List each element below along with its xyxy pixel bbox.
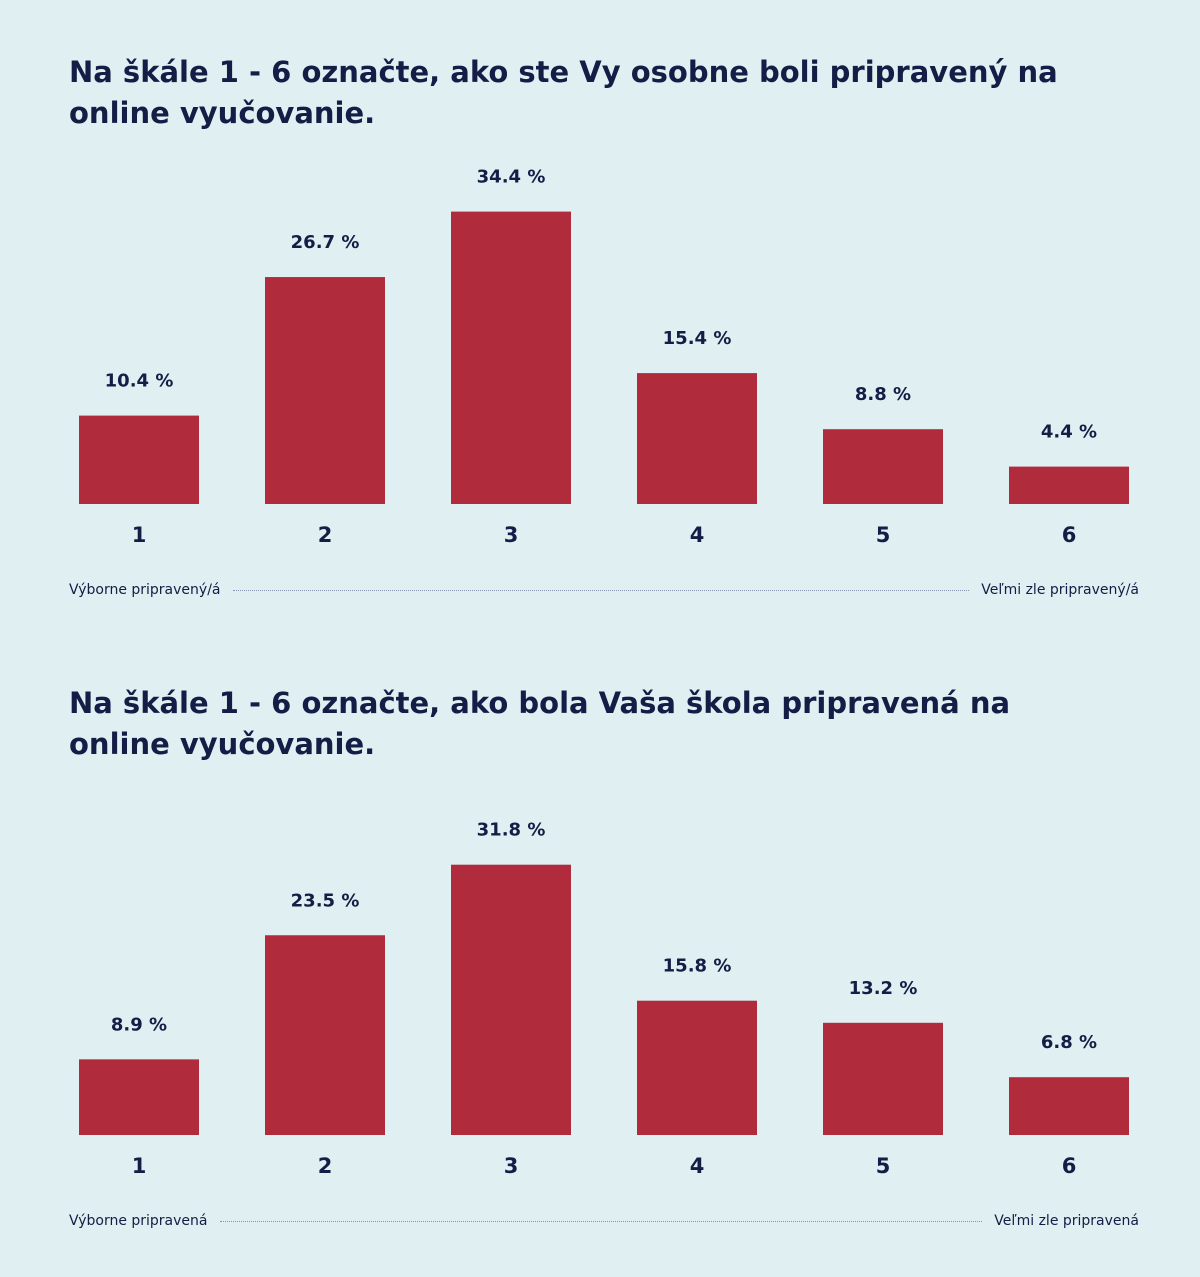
scale-right-label: Veľmi zle pripravená	[994, 1213, 1139, 1229]
value-label-5: 13.2 %	[849, 978, 918, 999]
bar-plot: 10.4 % 1 26.7 % 2 34.4 % 3 15.4 % 4 8.8 % 5 4.4 % 6	[79, 167, 1129, 547]
category-label-4: 4	[690, 1154, 705, 1178]
category-label-3: 3	[504, 1154, 519, 1178]
category-label-6: 6	[1062, 523, 1077, 547]
bar-3	[451, 211, 571, 504]
value-label-3: 31.8 %	[477, 820, 546, 841]
scale-legend: Výborne pripravený/á Veľmi zle pripraven…	[69, 578, 1139, 602]
chart-title: Na škále 1 - 6 označte, ako ste Vy osobn…	[69, 55, 1058, 130]
bar-1	[79, 415, 199, 504]
scale-left-label: Výborne pripravená	[69, 1213, 208, 1229]
value-label-5: 8.8 %	[855, 384, 911, 405]
bar-plot: 8.9 % 1 23.5 % 2 31.8 % 3 15.8 % 4 13.2 % 5 6.8 % 6	[79, 820, 1129, 1178]
category-label-5: 5	[876, 523, 891, 547]
scale-dotted-line	[219, 1220, 983, 1222]
bar-4	[637, 373, 757, 504]
bar-2	[265, 277, 385, 504]
scale-right-label: Veľmi zle pripravený/á	[981, 582, 1139, 598]
category-label-5: 5	[876, 1154, 891, 1178]
scale-dotted-line	[232, 589, 970, 591]
bar-6	[1009, 1077, 1129, 1135]
chart-personal-readiness: Na škále 1 - 6 označte, ako ste Vy osobn…	[0, 0, 1200, 630]
category-label-4: 4	[690, 523, 705, 547]
bar-6	[1009, 466, 1129, 504]
category-label-1: 1	[132, 523, 147, 547]
value-label-1: 10.4 %	[105, 371, 174, 392]
value-label-2: 26.7 %	[291, 232, 360, 253]
bar-1	[79, 1059, 199, 1135]
category-label-3: 3	[504, 523, 519, 547]
value-label-3: 34.4 %	[477, 167, 546, 188]
value-label-6: 6.8 %	[1041, 1032, 1097, 1053]
value-label-4: 15.8 %	[663, 956, 732, 977]
scale-legend: Výborne pripravená Veľmi zle pripravená	[69, 1209, 1139, 1233]
category-label-6: 6	[1062, 1154, 1077, 1178]
bar-2	[265, 935, 385, 1135]
category-label-1: 1	[132, 1154, 147, 1178]
category-label-2: 2	[318, 1154, 333, 1178]
value-label-2: 23.5 %	[291, 890, 360, 911]
scale-left-label: Výborne pripravený/á	[69, 582, 221, 598]
chart-school-readiness: Na škále 1 - 6 označte, ako bola Vaša šk…	[0, 631, 1200, 1277]
bar-5	[823, 1022, 943, 1135]
value-label-4: 15.4 %	[663, 328, 732, 349]
bar-5	[823, 429, 943, 504]
bar-3	[451, 864, 571, 1135]
category-label-2: 2	[318, 523, 333, 547]
chart-title: Na škále 1 - 6 označte, ako bola Vaša šk…	[69, 686, 1011, 761]
value-label-6: 4.4 %	[1041, 422, 1097, 443]
value-label-1: 8.9 %	[111, 1014, 167, 1035]
bar-4	[637, 1000, 757, 1135]
